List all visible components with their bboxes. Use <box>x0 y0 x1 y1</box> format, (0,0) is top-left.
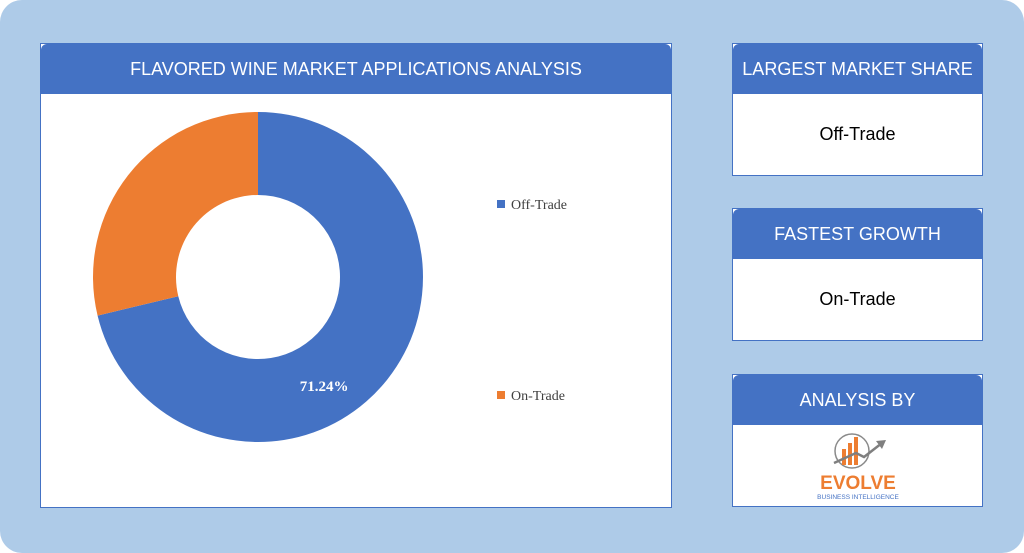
largest-share-value: Off-Trade <box>819 124 896 144</box>
logo-tagline: BUSINESS INTELLIGENCE <box>817 494 899 501</box>
data-label-off-trade: 71.24% <box>300 379 349 395</box>
fastest-growth-panel: FASTEST GROWTH On-Trade <box>732 208 983 341</box>
donut-slices <box>93 112 423 442</box>
largest-share-panel: LARGEST MARKET SHARE Off-Trade <box>732 43 983 176</box>
slice-on-trade <box>93 112 258 316</box>
evolve-logo: EVOLVE BUSINESS INTELLIGENCE <box>733 425 982 506</box>
chart-title: FLAVORED WINE MARKET APPLICATIONS ANALYS… <box>41 44 671 94</box>
donut-chart: 71.24% Off-Trade On-Trade <box>93 112 567 442</box>
largest-share-title: LARGEST MARKET SHARE <box>733 44 982 94</box>
legend-label-off-trade: Off-Trade <box>511 198 567 213</box>
chart-legend: Off-Trade On-Trade <box>497 198 567 404</box>
legend-label-on-trade: On-Trade <box>511 389 565 404</box>
analysis-by-panel: ANALYSIS BY EVOLVE BUSINESS INTELLIGENCE <box>732 374 983 507</box>
logo-wordmark: EVOLVE <box>820 473 896 494</box>
fastest-growth-value: On-Trade <box>819 289 896 309</box>
fastest-growth-title: FASTEST GROWTH <box>733 209 982 259</box>
legend-swatch-on-trade <box>497 391 505 399</box>
analysis-by-title: ANALYSIS BY <box>733 375 982 425</box>
slice-off-trade <box>97 112 423 442</box>
evolve-logo-mark: EVOLVE BUSINESS INTELLIGENCE <box>817 432 899 501</box>
legend-swatch-off-trade <box>497 200 505 208</box>
chart-panel: FLAVORED WINE MARKET APPLICATIONS ANALYS… <box>40 43 672 508</box>
